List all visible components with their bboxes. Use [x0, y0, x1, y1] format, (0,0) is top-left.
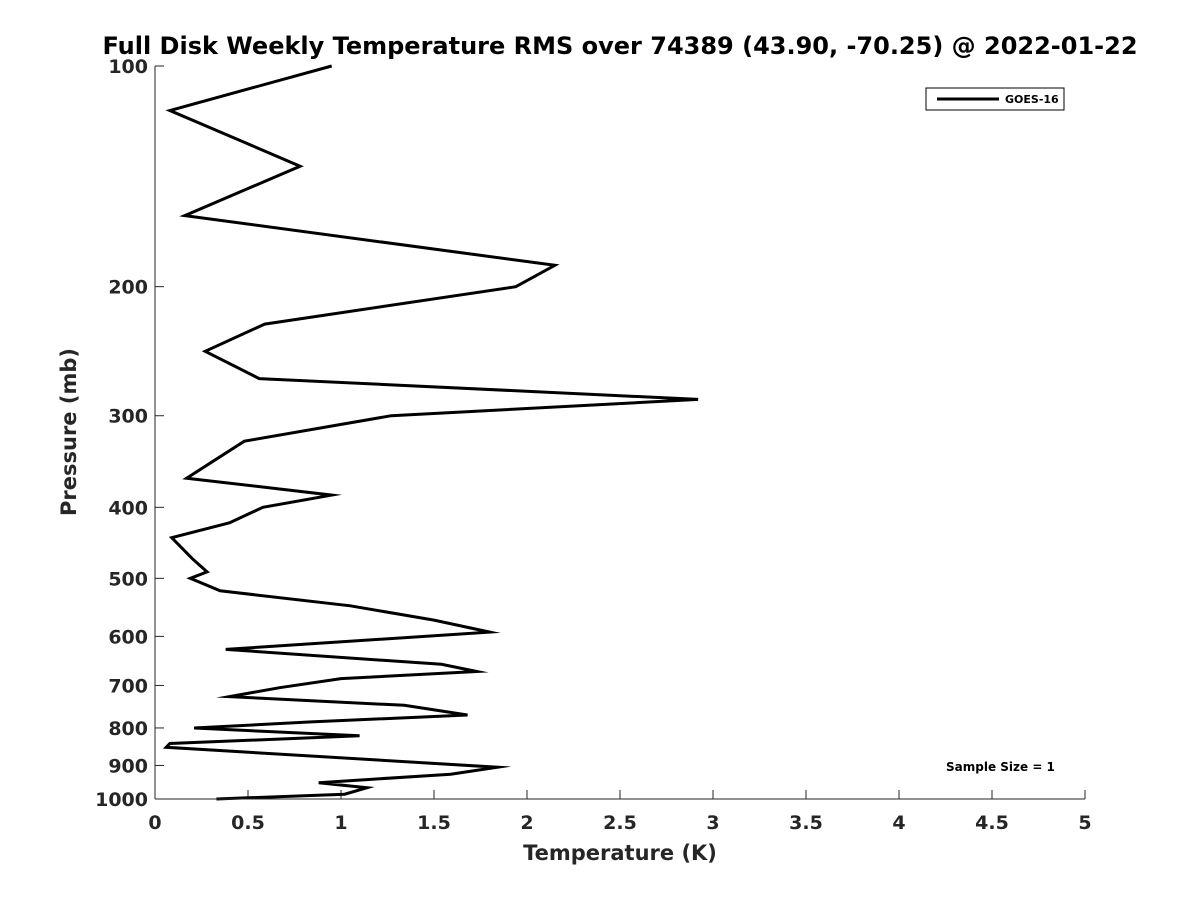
y-tick-label: 500 — [108, 568, 148, 590]
x-tick-label: 5 — [1078, 812, 1091, 834]
x-tick-label: 1 — [334, 812, 347, 834]
x-tick-label: 0 — [148, 812, 161, 834]
y-tick-label: 300 — [108, 406, 148, 428]
x-tick-label: 2.5 — [603, 812, 637, 834]
y-tick-label: 800 — [108, 718, 148, 740]
x-tick-label: 4.5 — [975, 812, 1009, 834]
x-axis-ticks: 0 0.5 1 1.5 2 2.5 3 3.5 4 4.5 5 — [148, 790, 1092, 834]
x-tick-label: 3 — [706, 812, 719, 834]
y-tick-label: 400 — [108, 497, 148, 519]
series-line-goes16 — [162, 64, 699, 801]
y-tick-label: 700 — [108, 675, 148, 697]
x-tick-label: 3.5 — [789, 812, 823, 834]
chart-title: Full Disk Weekly Temperature RMS over 74… — [102, 32, 1137, 60]
y-axis-ticks: 100 200 300 400 500 600 700 800 900 1000 — [95, 56, 164, 811]
x-tick-label: 1.5 — [417, 812, 451, 834]
x-tick-label: 2 — [520, 812, 533, 834]
x-tick-label: 0.5 — [231, 812, 265, 834]
y-tick-label: 100 — [108, 56, 148, 78]
series-layer — [162, 64, 699, 801]
x-tick-label: 4 — [892, 812, 905, 834]
y-axis-label: Pressure (mb) — [57, 348, 81, 516]
y-tick-label: 200 — [108, 277, 148, 299]
legend-label-goes16: GOES-16 — [1005, 93, 1059, 106]
y-tick-label: 1000 — [95, 789, 148, 811]
y-tick-label: 600 — [108, 626, 148, 648]
x-axis-label: Temperature (K) — [523, 841, 717, 865]
y-tick-label: 900 — [108, 755, 148, 777]
sample-size-annotation: Sample Size = 1 — [946, 760, 1055, 774]
legend: GOES-16 — [925, 87, 1065, 111]
